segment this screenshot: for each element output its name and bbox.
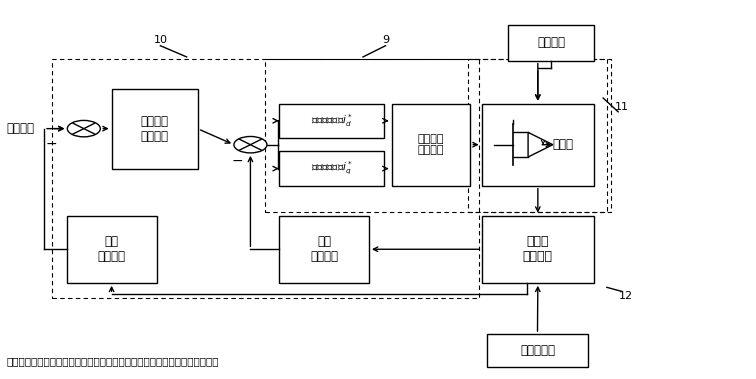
Text: −: − <box>46 136 57 150</box>
Text: 逆变器: 逆变器 <box>552 138 573 151</box>
Bar <box>67 216 156 283</box>
Bar <box>482 216 594 283</box>
Bar <box>482 103 594 186</box>
Bar <box>279 216 369 283</box>
Text: 9: 9 <box>382 35 389 45</box>
Text: 双调磁控制: 双调磁控制 <box>520 344 555 357</box>
Text: 双调磁
驱动电机: 双调磁 驱动电机 <box>523 235 553 263</box>
Circle shape <box>67 121 101 137</box>
Text: 11: 11 <box>615 102 629 112</box>
Text: 饱和函数
滑模控制: 饱和函数 滑模控制 <box>141 115 169 143</box>
Bar <box>279 103 384 138</box>
Text: 确定交轴电流$i_q^*$: 确定交轴电流$i_q^*$ <box>311 160 352 177</box>
Text: −: − <box>231 153 243 168</box>
Bar <box>112 89 198 169</box>
Text: 确定直轴电流$i_d^*$: 确定直轴电流$i_d^*$ <box>311 113 352 129</box>
Text: 直流电源: 直流电源 <box>537 36 565 49</box>
Circle shape <box>234 136 267 153</box>
Text: 说明：转速信号是模拟量电压信号，由驾驶员向电动车施加的起步信号决定。: 说明：转速信号是模拟量电压信号，由驾驶员向电动车施加的起步信号决定。 <box>7 356 219 366</box>
Bar <box>468 59 607 212</box>
Text: 速度
测量模块: 速度 测量模块 <box>98 235 125 263</box>
Polygon shape <box>528 132 553 157</box>
Text: 电流
测量模块: 电流 测量模块 <box>310 235 338 263</box>
Text: 10: 10 <box>153 35 167 45</box>
Bar <box>508 25 594 61</box>
Text: 12: 12 <box>618 291 633 301</box>
Bar <box>487 334 588 367</box>
Bar <box>279 151 384 186</box>
Bar <box>51 59 479 298</box>
Bar <box>265 59 611 212</box>
Bar <box>392 103 470 186</box>
Text: 空间矢量
脉觉调制: 空间矢量 脉觉调制 <box>417 134 445 155</box>
Text: 转速信号: 转速信号 <box>7 122 35 135</box>
